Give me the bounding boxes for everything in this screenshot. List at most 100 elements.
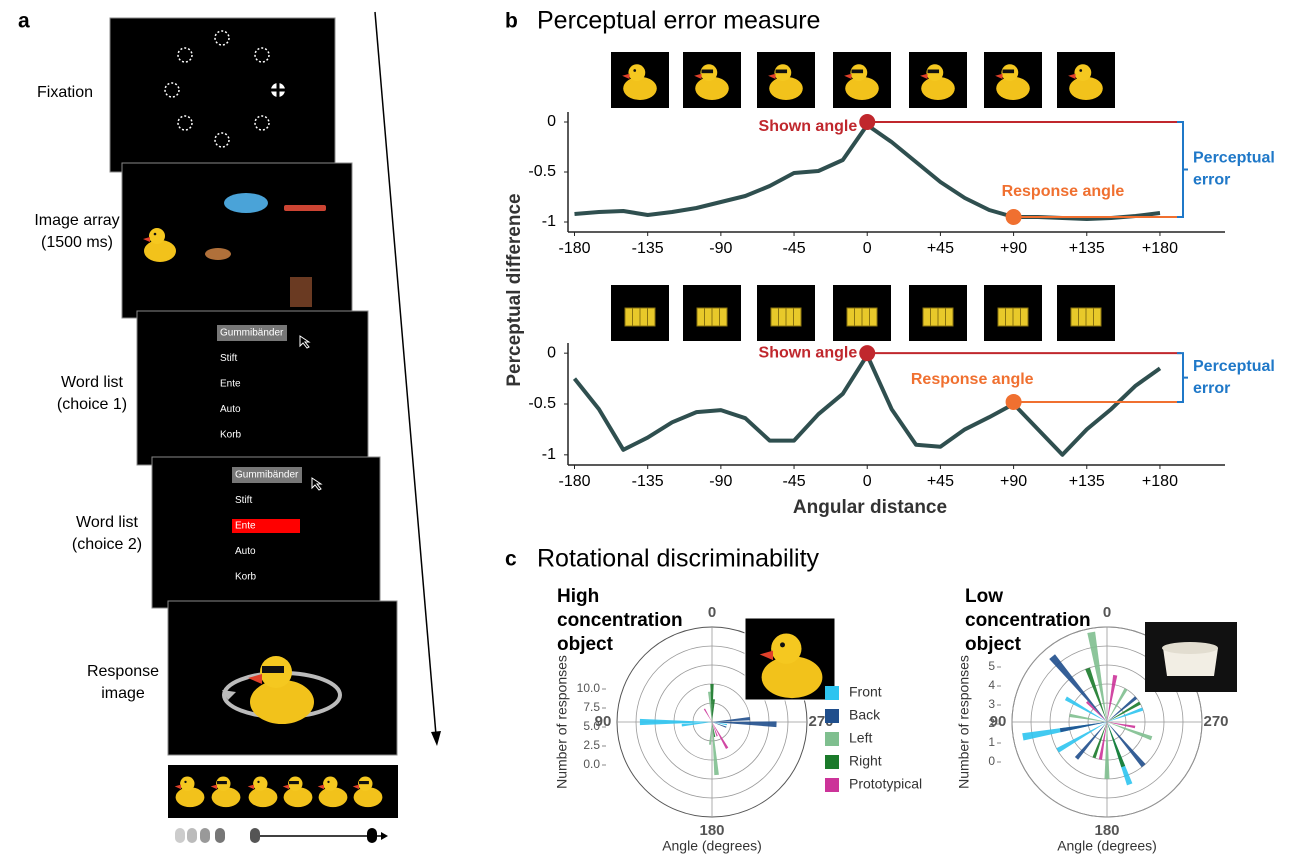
chart-title: High [557,586,599,607]
duck-eye [184,781,186,783]
x-tick-label: +135 [1069,240,1105,257]
word: Ente [235,521,256,532]
mouse-icon [215,828,225,843]
chart-title: concentration [965,610,1091,631]
duck-eye [154,233,157,236]
x-tick-label: -90 [709,240,732,257]
mouse-icon [200,828,210,843]
time-arrowhead [431,731,441,746]
duck-head [628,64,645,81]
angle-marker [1006,209,1022,225]
annotation: Shown angle [759,118,858,135]
x-tick-label: +45 [927,240,954,257]
x-tick-label: -45 [782,473,805,490]
y-axis-label: Perceptual difference [504,193,525,386]
duck-eye [633,69,636,72]
error-label: error [1193,172,1230,189]
word: Stift [220,353,237,364]
duck-glasses [262,666,284,673]
chart-title: object [557,634,614,655]
legend-swatch [825,755,839,769]
legend-label: Left [849,730,872,746]
duck-head [253,777,267,791]
duck-eye [327,781,329,783]
word: Stift [235,495,252,506]
chart-title: concentration [557,610,683,631]
duck-glasses [776,70,788,74]
duck-glasses [702,70,714,74]
step-label: Word list [76,514,138,531]
word: Korb [235,572,257,583]
y-tick-label: 4 [988,678,995,692]
legend-swatch [825,778,839,792]
error-bracket [1177,353,1188,402]
angle-marker [859,345,875,361]
x-tick-label: -135 [632,240,664,257]
x-tick-label: 180 [1094,822,1119,839]
mouse-icon [187,828,197,843]
duck-head [323,777,337,791]
duck-head [180,777,194,791]
duck-head [771,634,801,664]
legend-label: Prototypical [849,776,922,792]
y-tick-label: 0 [547,344,556,361]
duck-eye [257,781,259,783]
x-tick-label: 90 [595,713,612,730]
step-label: Fixation [37,84,93,101]
x-tick-label: +90 [1000,240,1027,257]
x-tick-label: +45 [927,473,954,490]
error-label: Perceptual [1193,150,1275,167]
word: Auto [220,404,241,415]
step-label: (choice 2) [72,536,142,553]
duck-glasses [359,781,369,784]
figure: abcPerceptual error measureRotational di… [0,0,1301,854]
x-tick-label: 90 [990,713,1007,730]
bowl [205,248,231,260]
mouse-icon [367,828,377,843]
step-label: Word list [61,374,123,391]
y-tick-label: 1 [988,735,995,749]
x-tick-label: +180 [1142,473,1178,490]
x-tick-label: +90 [1000,473,1027,490]
x-tick-label: 0 [708,604,716,621]
x-tick-label: -45 [782,240,805,257]
duck-glasses [289,781,299,784]
word: Gummibänder [220,328,284,339]
word: Auto [235,546,256,557]
duck-head [1074,64,1091,81]
y-tick-label: 0.0 [583,757,600,771]
y-axis-label: Number of responses [956,655,972,789]
error-label: error [1193,380,1230,397]
legend-label: Front [849,684,882,700]
x-tick-label: +180 [1142,240,1178,257]
bowl-rim [1162,642,1218,654]
duck-glasses [852,70,864,74]
y-tick-label: -0.5 [528,395,556,412]
word: Gummibänder [235,470,299,481]
duck-eye [1079,69,1082,72]
legend-swatch [825,686,839,700]
panel-label: c [505,548,517,571]
chart-title: Low [965,586,1003,607]
duck-glasses [1003,70,1015,74]
y-tick-label: 10.0 [577,681,601,695]
step-label: Image array [34,212,119,229]
x-tick-label: 0 [863,473,872,490]
y-tick-label: 0 [988,754,995,768]
x-tick-label: -90 [709,473,732,490]
x-axis-label: Angle (degrees) [662,838,762,854]
y-tick-label: -1 [542,213,556,230]
jar [290,277,312,307]
x-tick-label: -180 [558,473,590,490]
panel-title: Rotational discriminability [537,545,820,573]
stick [284,205,326,211]
mouse-icon [175,828,185,843]
error-bracket [1177,122,1188,217]
duck-glasses [928,70,940,74]
duck-glasses [217,781,227,784]
y-tick-label: 5 [988,659,995,673]
y-tick-label: -0.5 [528,163,556,180]
legend-label: Back [849,707,881,723]
page: { "panel_labels": ["a", "b", "c"], "pane… [0,0,1301,854]
y-tick-label: 2.5 [583,738,600,752]
